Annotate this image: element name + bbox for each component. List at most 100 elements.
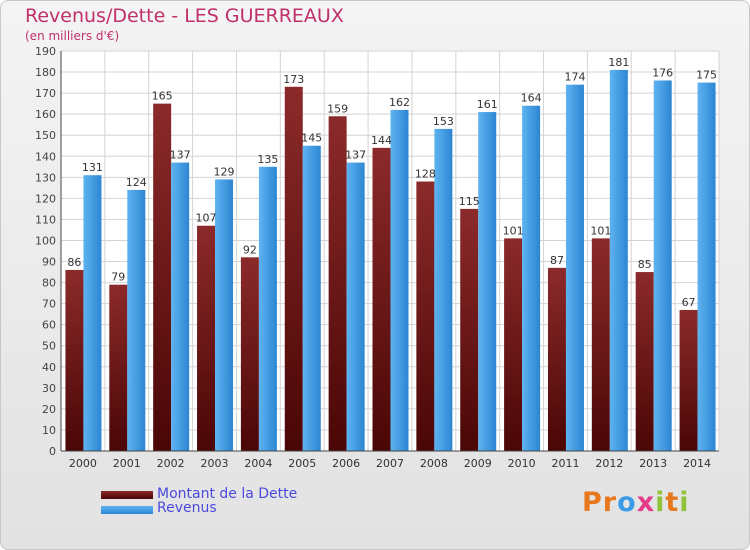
y-tick-label: 60 <box>42 319 56 332</box>
bar-dette <box>153 103 172 451</box>
y-tick-label: 90 <box>42 256 56 269</box>
data-label-revenus: 164 <box>521 92 542 105</box>
data-label-dette: 101 <box>503 224 524 237</box>
y-tick-label: 160 <box>35 108 56 121</box>
legend-label-revenus: Revenus <box>157 500 217 516</box>
data-label-dette: 115 <box>459 195 480 208</box>
y-tick-label: 70 <box>42 298 56 311</box>
y-tick-label: 50 <box>42 340 56 353</box>
bar-revenus <box>83 175 102 452</box>
data-label-revenus: 174 <box>564 71 585 84</box>
y-tick-label: 40 <box>42 361 56 374</box>
legend-label-dette: Montant de la Dette <box>157 486 298 502</box>
bar-dette <box>109 284 128 451</box>
data-label-revenus: 181 <box>608 56 629 69</box>
data-label-revenus: 129 <box>214 165 235 178</box>
bar-revenus <box>522 105 541 451</box>
bar-dette <box>197 225 216 451</box>
chart-unit-subtitle: (en milliers d'€) <box>25 29 120 43</box>
bar-revenus <box>215 179 234 451</box>
x-tick-label: 2010 <box>508 457 536 470</box>
logo-letter: i <box>655 487 666 518</box>
data-label-dette: 92 <box>243 243 257 256</box>
bar-revenus <box>346 162 365 451</box>
y-tick-label: 30 <box>42 382 56 395</box>
x-tick-label: 2011 <box>551 457 579 470</box>
bar-revenus <box>434 128 453 451</box>
bar-dette <box>679 309 698 451</box>
data-label-dette: 159 <box>327 102 348 115</box>
data-label-revenus: 153 <box>433 115 454 128</box>
data-label-revenus: 162 <box>389 96 410 109</box>
data-label-dette: 101 <box>590 224 611 237</box>
data-label-revenus: 131 <box>82 161 103 174</box>
bar-revenus <box>609 69 628 452</box>
x-tick-label: 2012 <box>595 457 623 470</box>
bar-dette <box>240 257 259 451</box>
logo-letter: x <box>636 487 656 518</box>
data-label-revenus: 137 <box>170 149 191 162</box>
bar-revenus <box>653 80 672 451</box>
bar-revenus <box>302 145 321 451</box>
bar-revenus <box>390 109 409 452</box>
x-tick-label: 2013 <box>639 457 667 470</box>
data-label-dette: 79 <box>111 271 125 284</box>
data-label-dette: 173 <box>283 73 304 86</box>
bar-revenus <box>478 112 497 451</box>
logo-letter: P <box>582 487 603 518</box>
bar-dette <box>416 181 435 452</box>
y-tick-label: 190 <box>35 45 56 58</box>
y-tick-label: 120 <box>35 192 56 205</box>
data-label-dette: 144 <box>371 134 392 147</box>
data-label-revenus: 176 <box>652 66 673 79</box>
y-tick-label: 110 <box>35 213 56 226</box>
y-tick-label: 20 <box>42 403 56 416</box>
x-tick-label: 2003 <box>201 457 229 470</box>
bar-dette <box>635 272 654 451</box>
logo-letter: r <box>602 487 618 518</box>
logo-letter: i <box>679 487 690 518</box>
bar-revenus <box>565 84 584 452</box>
y-tick-label: 150 <box>35 129 56 142</box>
data-label-dette: 87 <box>550 254 564 267</box>
data-label-dette: 107 <box>196 212 217 225</box>
bar-dette <box>591 238 610 451</box>
x-tick-label: 2004 <box>244 457 272 470</box>
data-label-revenus: 135 <box>257 153 278 166</box>
x-tick-label: 2002 <box>157 457 185 470</box>
data-label-revenus: 175 <box>696 69 717 82</box>
data-label-revenus: 161 <box>477 98 498 111</box>
x-tick-label: 2000 <box>69 457 97 470</box>
legend-swatch-revenus <box>101 506 153 514</box>
bar-dette <box>328 116 347 452</box>
y-tick-label: 180 <box>35 66 56 79</box>
data-label-dette: 67 <box>682 296 696 309</box>
x-tick-label: 2014 <box>683 457 711 470</box>
proxiti-logo: Proxiti <box>582 487 690 518</box>
data-label-dette: 86 <box>67 256 81 269</box>
bar-revenus <box>697 82 716 451</box>
x-tick-label: 2009 <box>464 457 492 470</box>
bar-revenus <box>127 189 146 451</box>
bar-revenus <box>258 166 277 451</box>
data-label-dette: 165 <box>152 90 173 103</box>
y-tick-label: 130 <box>35 171 56 184</box>
y-tick-label: 100 <box>35 234 56 247</box>
y-tick-label: 0 <box>49 445 56 458</box>
bar-revenus <box>171 162 190 451</box>
y-tick-label: 80 <box>42 277 56 290</box>
bar-dette <box>65 269 84 451</box>
x-tick-label: 2008 <box>420 457 448 470</box>
y-tick-label: 140 <box>35 150 56 163</box>
bar-dette <box>460 208 479 451</box>
data-label-revenus: 124 <box>126 176 147 189</box>
x-tick-label: 2006 <box>332 457 360 470</box>
data-label-dette: 85 <box>638 258 652 271</box>
x-tick-label: 2001 <box>113 457 141 470</box>
data-label-dette: 128 <box>415 168 436 181</box>
bar-dette <box>547 267 566 451</box>
logo-letter: o <box>617 487 637 518</box>
x-tick-label: 2005 <box>288 457 316 470</box>
